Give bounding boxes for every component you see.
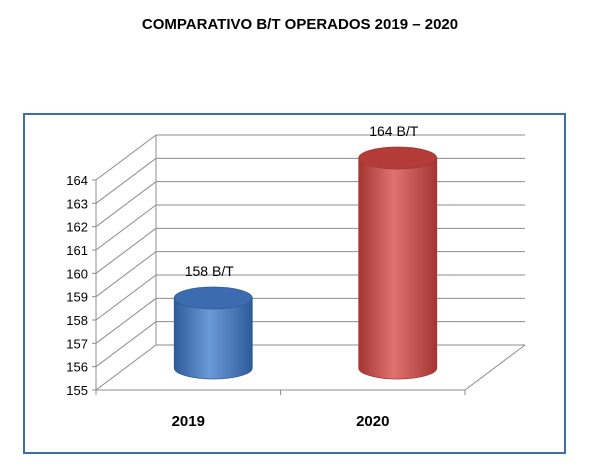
gridline-side — [95, 134, 157, 181]
gridline-side — [95, 157, 157, 204]
y-tick-label: 163 — [66, 196, 88, 211]
gridline-side — [95, 251, 157, 298]
y-tick-label: 162 — [66, 220, 88, 235]
floor-right-edge — [464, 344, 526, 391]
bar-2019 — [173, 286, 253, 380]
gridline-side — [95, 344, 157, 391]
x-category-label: 2020 — [356, 413, 389, 430]
bar-body — [173, 297, 253, 380]
chart-title: COMPARATIVO B/T OPERADOS 2019 – 2020 — [141, 16, 459, 33]
y-tick-label: 160 — [66, 266, 88, 281]
gridline-side — [95, 274, 157, 321]
gridline-side — [95, 204, 157, 251]
bar-top — [358, 146, 438, 170]
bar-2020 — [358, 146, 438, 380]
bar-top — [173, 286, 253, 310]
y-tick-label: 156 — [66, 360, 88, 375]
data-label-2020: 164 B/T — [369, 123, 418, 139]
x-category-label: 2019 — [172, 413, 205, 430]
gridline-side — [95, 321, 157, 368]
gridline-side — [95, 227, 157, 274]
gridline-side — [95, 181, 157, 228]
y-tick-label: 155 — [66, 383, 88, 398]
y-tick-label: 164 — [66, 173, 88, 188]
gridline-side — [95, 297, 157, 344]
chart-frame — [23, 113, 566, 454]
y-tick-label: 159 — [66, 290, 88, 305]
data-label-2019: 158 B/T — [185, 263, 234, 279]
y-tick-label: 158 — [66, 313, 88, 328]
y-tick-label: 161 — [66, 243, 88, 258]
bar-body — [358, 157, 438, 380]
y-tick-label: 157 — [66, 336, 88, 351]
